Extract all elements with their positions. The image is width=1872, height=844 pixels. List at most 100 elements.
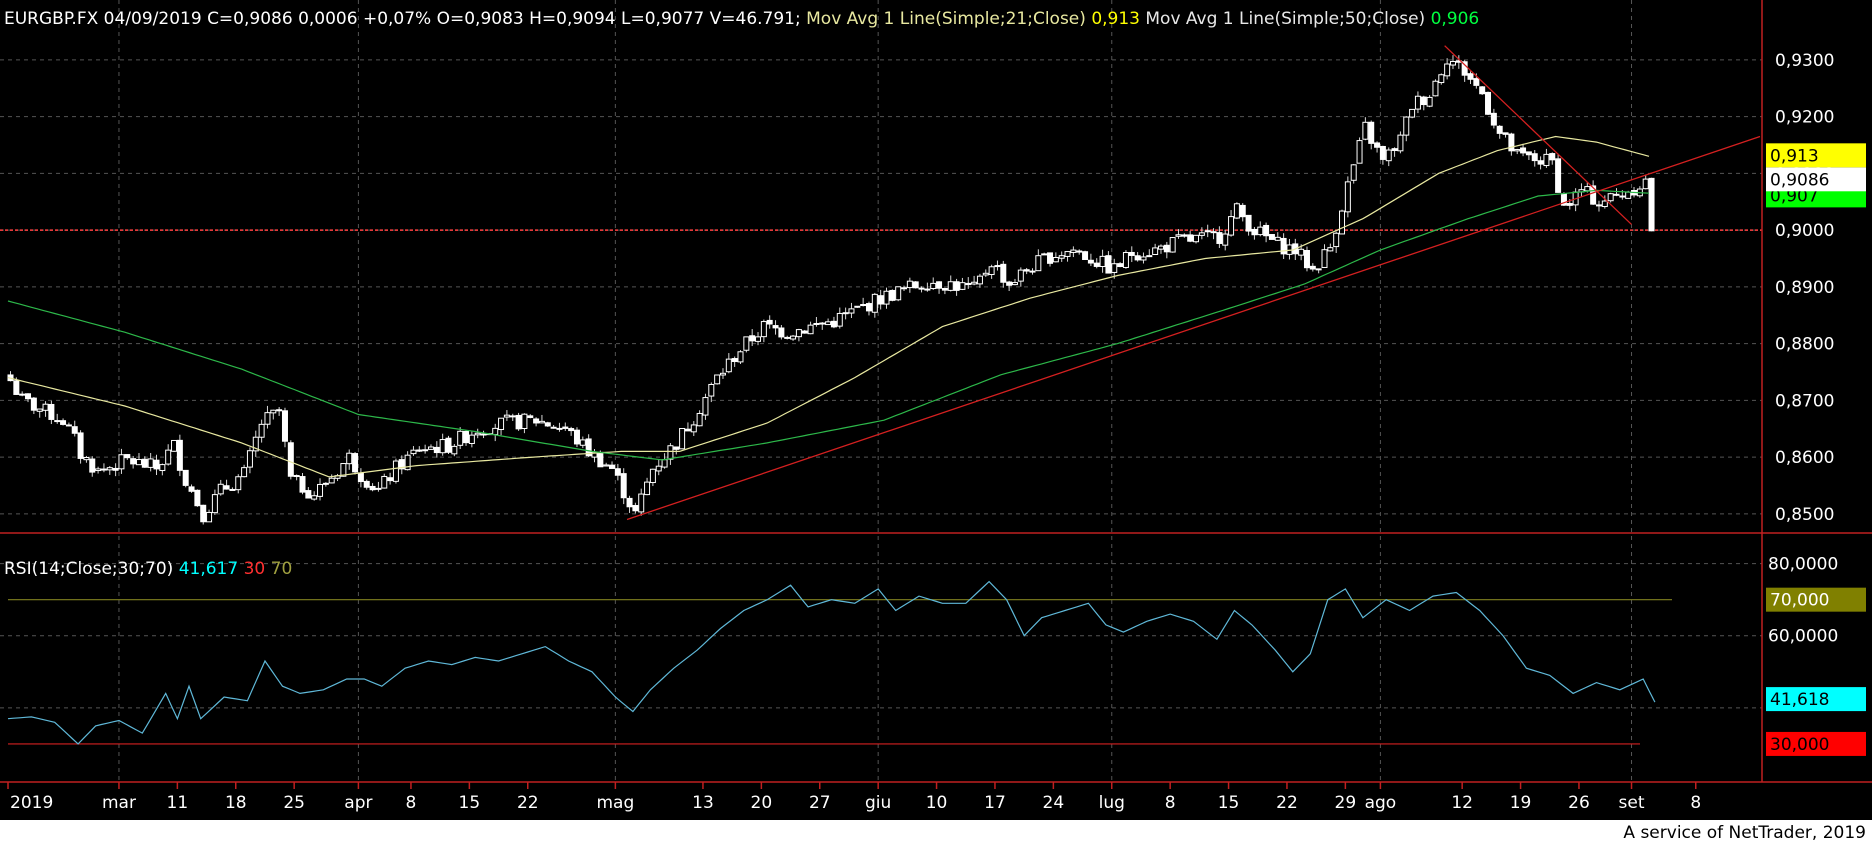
candle-up [579, 439, 586, 446]
candle-up [1607, 193, 1614, 202]
candle-down [585, 438, 592, 457]
candle-down [918, 287, 925, 290]
rsi-30-tag-bg [1766, 731, 1866, 756]
candle-down [375, 487, 382, 490]
header-ma21-label: Mov Avg 1 Line(Simple;21;Close) [806, 9, 1086, 29]
candle-up [690, 424, 697, 433]
candle-down [1093, 262, 1100, 267]
time-tick-label: 29 [1335, 793, 1357, 813]
candle-down [1006, 281, 1013, 286]
candle-up [498, 417, 505, 431]
candle-down [1216, 232, 1223, 244]
candle-up [1362, 121, 1369, 140]
candle-down [912, 281, 919, 289]
candle-down [1245, 214, 1252, 232]
time-tick-label: 17 [984, 793, 1006, 813]
candle-down [684, 428, 691, 432]
candle-down [766, 319, 773, 325]
candle-up [480, 433, 487, 436]
candle-down [299, 476, 306, 493]
candle-up [860, 304, 867, 307]
candle-up [1233, 203, 1240, 219]
candle-up [825, 321, 832, 326]
rsi-tick-label: 60,0000 [1768, 627, 1838, 647]
candle-up [521, 413, 528, 430]
price-chart[interactable]: 0,93000,92000,91000,90000,89000,88000,87… [0, 0, 1872, 820]
candle-down [1420, 96, 1427, 106]
candle-up [1584, 186, 1591, 192]
candle-down [562, 426, 569, 429]
candle-up [36, 408, 43, 412]
rsi-tick-label: 80,0000 [1768, 555, 1838, 575]
last-price-tag-bg [1766, 167, 1866, 192]
candle-down [1047, 252, 1054, 264]
candle-up [509, 415, 516, 418]
candle-down [1613, 193, 1620, 196]
candle-down [1648, 177, 1655, 232]
candle-down [1263, 224, 1270, 237]
candle-down [801, 330, 808, 334]
candle-up [1198, 232, 1205, 236]
candle-down [1023, 269, 1030, 272]
candle-down [188, 486, 195, 492]
candle-down [941, 287, 948, 291]
rsi-header: RSI(14;Close;30;70) 41,617 30 70 [4, 559, 292, 579]
candle-up [603, 464, 610, 467]
candle-up [427, 446, 434, 450]
candle-up [1058, 255, 1065, 259]
candle-up [1432, 80, 1439, 97]
candle-up [258, 423, 265, 438]
time-tick-label: 12 [1451, 793, 1473, 813]
time-tick-label: 22 [517, 793, 539, 813]
time-tick-label: apr [344, 793, 372, 813]
candle-up [206, 511, 213, 523]
time-tick-label: 19 [1510, 793, 1532, 813]
candle-up [947, 281, 954, 291]
time-tick-label: 8 [1690, 793, 1701, 813]
candle-up [895, 286, 902, 301]
candle-down [48, 403, 55, 420]
candle-up [667, 445, 674, 460]
candle-down [416, 449, 423, 452]
header-date: 04/09/2019 [104, 9, 202, 29]
candle-up [976, 275, 983, 285]
candle-down [433, 446, 440, 454]
candle-down [1134, 255, 1141, 261]
candle-up [842, 312, 849, 315]
trendline [626, 135, 1761, 521]
candle-down [597, 451, 604, 468]
time-tick-label: 18 [225, 793, 247, 813]
candle-down [19, 393, 26, 396]
candle-up [649, 468, 656, 484]
candle-down [953, 281, 960, 291]
candle-up [901, 287, 908, 290]
candle-up [1193, 234, 1200, 243]
candle-up [118, 454, 125, 470]
candle-down [1391, 148, 1398, 151]
candle-up [538, 420, 545, 424]
candle-down [1479, 86, 1486, 95]
time-tick-label: 27 [809, 793, 831, 813]
candle-up [1146, 255, 1153, 258]
candle-up [871, 293, 878, 313]
price-tick-label: 0,8900 [1775, 278, 1834, 298]
candle-down [1525, 151, 1532, 156]
candle-up [743, 336, 750, 351]
candle-up [1403, 116, 1410, 136]
candle-up [1035, 255, 1042, 272]
candle-up [1414, 95, 1421, 110]
ma50-tag: 0,907 [1770, 186, 1819, 206]
candle-down [352, 453, 359, 473]
candle-down [1508, 133, 1515, 152]
rsi-value-tag: 41,618 [1770, 690, 1829, 710]
candle-up [492, 427, 499, 436]
candle-up [1333, 232, 1340, 248]
candle-up [241, 467, 248, 478]
price-tick-label: 0,9200 [1775, 108, 1834, 128]
candle-up [1011, 282, 1018, 286]
candle-up [1257, 226, 1264, 236]
candle-up [696, 412, 703, 427]
candle-down [626, 497, 633, 508]
candle-up [381, 475, 388, 489]
candle-down [1374, 142, 1381, 148]
